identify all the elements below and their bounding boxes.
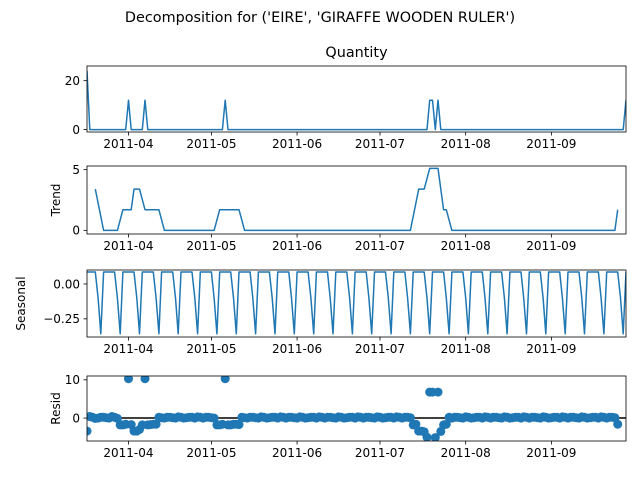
panel-2: Trend 2011-04 2011-05 2011-06 2011-07 2011-08… <box>49 163 627 253</box>
x-tick-label: 2011-07 <box>355 446 405 460</box>
x-tick-label: 2011-08 <box>441 342 491 356</box>
plot-area <box>94 167 619 232</box>
y-axis-label: Trend <box>49 184 63 218</box>
y-tick-label: 5 <box>72 163 80 177</box>
y-tick-label: 0 <box>72 123 80 137</box>
resid-point <box>430 433 440 441</box>
resid-point <box>613 419 623 429</box>
x-tick-label: 2011-08 <box>441 239 491 253</box>
resid-point <box>151 419 161 429</box>
plot-area <box>87 70 626 131</box>
x-tick-label: 2011-06 <box>272 446 322 460</box>
resid-point <box>405 413 415 423</box>
panel-title: Quantity <box>325 45 388 61</box>
resid-point <box>124 376 133 384</box>
x-tick-label: 2011-06 <box>272 342 322 356</box>
resid-point <box>140 376 150 384</box>
y-axis-label: Resid <box>49 392 63 424</box>
panel-1: Quantity 2011-04 2011-05 2011-06 2011-07 2011… <box>65 45 627 151</box>
x-tick-label: 2011-05 <box>186 239 236 253</box>
y-tick-label: 0 <box>72 411 80 425</box>
plot-area <box>87 376 626 441</box>
x-tick-label: 2011-04 <box>103 446 153 460</box>
x-tick-label: 2011-09 <box>526 137 576 151</box>
x-tick-label: 2011-08 <box>441 446 491 460</box>
panel-4: Resid 2011-04 2011-05 2011-06 2011-07 2011-08… <box>49 373 627 460</box>
figure-suptitle: Decomposition for ('EIRE', 'GIRAFFE WOOD… <box>125 10 515 26</box>
resid-point <box>422 432 432 441</box>
axes-frame <box>86 375 627 442</box>
x-tick-label: 2011-05 <box>186 446 236 460</box>
axes-frame <box>86 165 627 235</box>
panel-3: Seasonal 2011-04 2011-05 2011-06 2011-07 2011… <box>14 269 627 356</box>
plot-area <box>87 271 626 335</box>
series-line <box>87 70 626 131</box>
x-tick-label: 2011-06 <box>272 137 322 151</box>
y-tick-label: 0 <box>72 224 80 238</box>
resid-point <box>441 419 451 429</box>
y-tick-label: −0.25 <box>43 312 80 326</box>
x-tick-label: 2011-07 <box>355 342 405 356</box>
y-axis-label: Seasonal <box>14 276 28 330</box>
x-tick-label: 2011-05 <box>186 137 236 151</box>
x-tick-label: 2011-04 <box>103 137 153 151</box>
x-tick-label: 2011-04 <box>103 342 153 356</box>
resid-point <box>411 419 421 429</box>
axes-frame <box>86 65 627 133</box>
x-tick-label: 2011-07 <box>355 239 405 253</box>
x-tick-label: 2011-06 <box>272 239 322 253</box>
x-tick-label: 2011-05 <box>186 342 236 356</box>
y-tick-label: 10 <box>65 373 80 387</box>
resid-point <box>209 413 219 423</box>
x-tick-label: 2011-07 <box>355 137 405 151</box>
resid-point <box>234 420 244 430</box>
series-line <box>94 167 619 232</box>
x-tick-label: 2011-09 <box>526 446 576 460</box>
y-tick-label: 20 <box>65 74 80 88</box>
x-tick-label: 2011-09 <box>526 342 576 356</box>
panels-group: Quantity 2011-04 2011-05 2011-06 2011-07 2011… <box>14 45 627 460</box>
x-tick-label: 2011-09 <box>526 239 576 253</box>
resid-point <box>87 426 92 436</box>
resid-point <box>220 376 230 384</box>
series-line <box>87 271 626 335</box>
resid-point <box>433 387 443 397</box>
x-tick-label: 2011-08 <box>441 137 491 151</box>
x-tick-label: 2011-04 <box>103 239 153 253</box>
y-tick-label: 0.00 <box>53 277 80 291</box>
axes-frame <box>86 269 627 338</box>
